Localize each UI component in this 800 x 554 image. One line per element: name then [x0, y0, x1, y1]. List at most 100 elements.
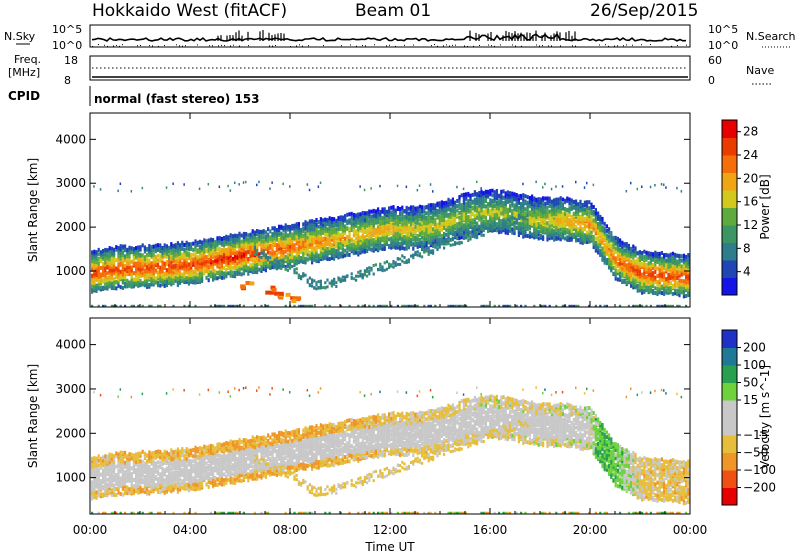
power-cell [577, 304, 580, 307]
power-cell [328, 281, 331, 285]
power-cell [509, 224, 512, 229]
power-cell [482, 219, 485, 224]
power-cell [262, 261, 265, 266]
power-cell [566, 228, 569, 233]
power-cell [359, 272, 362, 276]
power-cell [531, 209, 534, 214]
power-cell [588, 210, 591, 215]
cpid-value: normal (fast stereo) 153 [94, 92, 260, 106]
power-cell [599, 234, 602, 239]
power-cell [190, 257, 193, 262]
power-cell [440, 227, 443, 232]
power-cell [359, 269, 362, 273]
power-cell [476, 208, 479, 213]
power-cell [614, 238, 617, 243]
power-cell [355, 213, 358, 218]
power-cell [559, 231, 562, 236]
power-cell [185, 257, 188, 262]
power-cell [227, 271, 230, 276]
power-cell [339, 237, 342, 242]
power-cell [308, 188, 311, 192]
power-cell [146, 283, 149, 288]
power-cell [236, 244, 239, 249]
power-cell [590, 216, 593, 221]
power-cell [612, 265, 615, 270]
power-cell [249, 244, 252, 249]
power-cell [326, 285, 329, 289]
power-cell [493, 204, 496, 209]
power-cell [592, 218, 595, 223]
power-cell [484, 208, 487, 213]
power-cell [465, 218, 468, 223]
power-cell [280, 260, 283, 265]
power-cell [434, 245, 437, 249]
power-cell [445, 237, 448, 242]
power-cell [183, 261, 186, 266]
power-cell [308, 256, 311, 261]
power-cell [535, 211, 538, 216]
power-cell [249, 257, 252, 262]
power-cell [181, 246, 184, 251]
power-cell [374, 239, 377, 244]
power-cell [421, 220, 424, 225]
power-cell [385, 260, 388, 264]
power-cell [271, 265, 274, 270]
power-cell [238, 267, 241, 272]
power-cell [506, 207, 509, 212]
power-cell [625, 272, 628, 277]
power-cell [557, 235, 560, 240]
power-cell [341, 230, 344, 235]
power-cell [326, 221, 329, 226]
power-cell [504, 230, 507, 235]
power-cell [405, 222, 408, 227]
power-cell [579, 214, 582, 219]
power-cell [377, 237, 380, 242]
power-cell [524, 199, 527, 204]
nsearch-dot [104, 44, 105, 46]
power-cell [187, 265, 190, 270]
power-cell [546, 233, 549, 238]
power-cell [168, 245, 171, 250]
power-cell [179, 243, 182, 248]
power-cell [555, 216, 558, 221]
power-cell [258, 267, 261, 272]
power-cell [418, 230, 421, 235]
power-cell [293, 271, 296, 275]
power-cell [462, 187, 465, 191]
power-cell [425, 234, 428, 239]
power-cell [163, 254, 166, 259]
power-cell [423, 232, 426, 237]
power-cell [590, 219, 593, 224]
power-cell [225, 234, 228, 239]
power-cell [218, 236, 221, 241]
power-cell [456, 208, 459, 213]
power-cell [286, 246, 289, 251]
power-cell [102, 278, 105, 283]
power-cell [190, 273, 193, 278]
power-cell [645, 257, 648, 262]
noise-tick-high-right: 10^5 [708, 23, 738, 36]
power-cell [465, 215, 468, 220]
power-cell [359, 240, 362, 245]
power-cell [291, 258, 294, 263]
power-cell [392, 205, 395, 210]
power-cell [106, 265, 109, 270]
power-cell [337, 220, 340, 225]
power-cell [260, 251, 263, 255]
power-cell [295, 224, 298, 229]
power-cell [588, 214, 591, 219]
power-cell [218, 254, 221, 259]
power-cell [229, 257, 232, 262]
power-cell [559, 227, 562, 232]
power-cell [407, 258, 410, 262]
power-cell [511, 227, 514, 232]
power-cell [201, 271, 204, 276]
power-cell [526, 218, 529, 222]
power-cell [388, 227, 391, 232]
power-cell [416, 220, 419, 225]
power-cell [566, 196, 569, 201]
power-cell [326, 250, 329, 255]
power-cell [614, 235, 617, 240]
power-cell [647, 254, 650, 259]
